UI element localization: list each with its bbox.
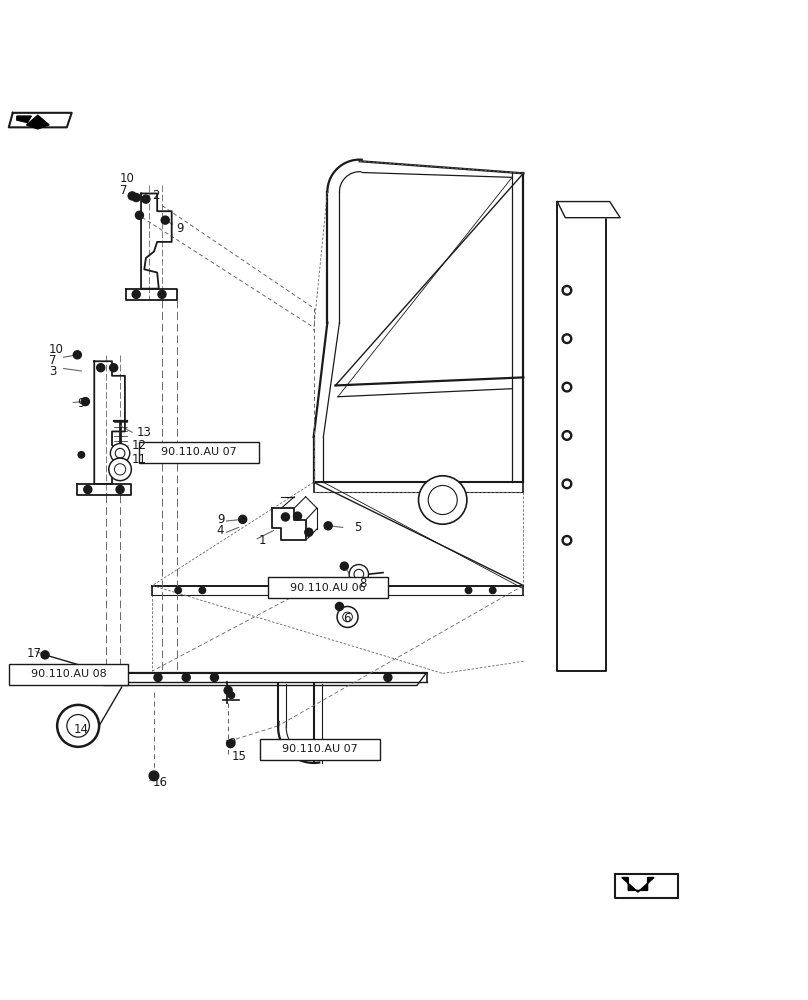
FancyBboxPatch shape (140, 442, 259, 463)
Circle shape (465, 587, 472, 594)
Circle shape (110, 364, 118, 372)
Text: 13: 13 (137, 426, 151, 439)
Circle shape (349, 565, 368, 584)
Circle shape (335, 602, 343, 611)
Circle shape (116, 485, 124, 494)
Text: 9: 9 (228, 737, 236, 750)
Text: 90.110.AU 07: 90.110.AU 07 (282, 744, 358, 754)
Polygon shape (141, 193, 171, 289)
Text: 11: 11 (132, 453, 146, 466)
Circle shape (133, 193, 141, 202)
Circle shape (210, 673, 218, 681)
Text: 7: 7 (49, 354, 57, 367)
Polygon shape (78, 484, 132, 495)
Text: 3: 3 (49, 365, 57, 378)
Circle shape (419, 476, 467, 524)
Polygon shape (27, 115, 49, 129)
Circle shape (337, 606, 358, 627)
FancyBboxPatch shape (9, 664, 128, 685)
Circle shape (182, 673, 190, 681)
Text: 10: 10 (120, 172, 135, 185)
Circle shape (384, 673, 392, 681)
Circle shape (238, 515, 246, 523)
Circle shape (565, 538, 570, 543)
Circle shape (82, 398, 90, 406)
Circle shape (565, 385, 570, 389)
Circle shape (97, 364, 105, 372)
FancyBboxPatch shape (268, 577, 388, 598)
Circle shape (324, 522, 332, 530)
Text: 9: 9 (78, 397, 85, 410)
Circle shape (133, 290, 141, 298)
Polygon shape (558, 202, 606, 671)
Polygon shape (558, 202, 621, 218)
Text: 9: 9 (217, 513, 225, 526)
Circle shape (74, 351, 82, 359)
Text: 90.110.AU 07: 90.110.AU 07 (162, 447, 237, 457)
Text: 16: 16 (153, 776, 167, 789)
Circle shape (224, 686, 232, 694)
Text: 2: 2 (153, 189, 160, 202)
Circle shape (154, 673, 162, 681)
Circle shape (565, 433, 570, 438)
Circle shape (199, 587, 205, 594)
Circle shape (562, 334, 572, 344)
Circle shape (84, 485, 92, 494)
Polygon shape (95, 361, 125, 484)
Text: 14: 14 (74, 723, 88, 736)
Circle shape (562, 479, 572, 489)
Polygon shape (622, 877, 654, 892)
Circle shape (128, 192, 137, 200)
Text: 12: 12 (132, 439, 146, 452)
Text: 17: 17 (27, 647, 41, 660)
Text: 15: 15 (231, 750, 246, 763)
Circle shape (158, 290, 166, 298)
Text: 4: 4 (217, 524, 225, 537)
Text: 10: 10 (49, 343, 64, 356)
Polygon shape (104, 673, 427, 686)
Polygon shape (17, 116, 32, 123)
Text: 90.110.AU 06: 90.110.AU 06 (290, 583, 366, 593)
Circle shape (175, 587, 181, 594)
Circle shape (562, 535, 572, 545)
Circle shape (111, 444, 130, 463)
Polygon shape (271, 508, 305, 540)
Circle shape (305, 528, 313, 536)
Circle shape (41, 651, 49, 659)
FancyBboxPatch shape (260, 739, 380, 760)
Circle shape (565, 288, 570, 293)
Circle shape (78, 452, 85, 458)
Polygon shape (616, 874, 678, 898)
Text: 7: 7 (120, 184, 128, 197)
Circle shape (565, 336, 570, 341)
Text: 8: 8 (359, 577, 366, 590)
Text: 5: 5 (354, 521, 361, 534)
Circle shape (162, 216, 170, 224)
Text: 9: 9 (176, 222, 184, 235)
Circle shape (109, 458, 132, 481)
Circle shape (340, 562, 348, 570)
Circle shape (562, 431, 572, 440)
Text: 6: 6 (343, 612, 351, 625)
Text: 1: 1 (259, 534, 267, 547)
Circle shape (565, 481, 570, 486)
Circle shape (490, 587, 496, 594)
Circle shape (293, 512, 301, 520)
Polygon shape (126, 289, 176, 300)
Circle shape (228, 692, 234, 698)
Text: 90.110.AU 08: 90.110.AU 08 (31, 669, 107, 679)
Circle shape (562, 285, 572, 295)
Circle shape (136, 211, 144, 219)
Circle shape (57, 705, 99, 747)
Circle shape (149, 771, 159, 781)
Circle shape (142, 195, 150, 203)
Circle shape (281, 513, 289, 521)
Circle shape (226, 740, 234, 748)
Polygon shape (9, 113, 72, 127)
Circle shape (562, 382, 572, 392)
